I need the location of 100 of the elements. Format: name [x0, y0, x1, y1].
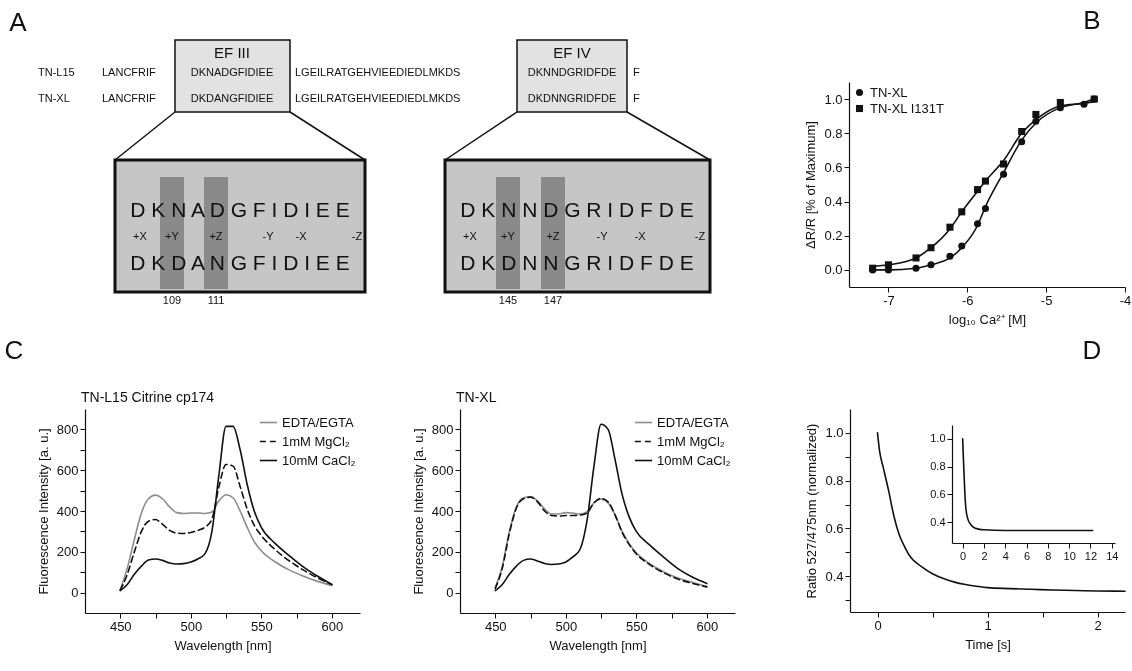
text: F	[633, 65, 640, 78]
legend-label: TN-XL	[870, 84, 908, 100]
x-axis-title: Wavelength [nm]	[549, 637, 647, 653]
line-series	[961, 438, 1094, 532]
x-tick-label: 550	[250, 618, 273, 634]
text: TN-L15	[38, 65, 75, 78]
text: +X	[463, 229, 477, 242]
text: +X	[133, 229, 147, 242]
y-tick-label: 0.2	[824, 228, 843, 244]
text: DKDANGFIDIEE	[190, 91, 274, 104]
y-tick-label: 0.4	[930, 515, 946, 528]
line-series	[876, 432, 1126, 593]
text: F	[633, 91, 640, 104]
text: -Y	[596, 229, 608, 242]
y-tick-label: 0.6	[824, 159, 843, 175]
legend-label: 10mM CaCl₂	[282, 452, 356, 468]
x-tick-label: 0	[960, 549, 967, 562]
x-tick-label: -5	[1040, 292, 1053, 308]
x-axis-title: Time [s]	[965, 636, 1011, 652]
chart-title: TN-L15 Citrine cp174	[81, 389, 215, 405]
text: LANCFRIF	[102, 65, 156, 78]
text: -Z	[351, 229, 363, 242]
text: -X	[295, 229, 307, 242]
text: D K D A N G F I D I E E	[130, 250, 350, 274]
y-tick-label: 0.6	[825, 520, 844, 536]
text: +Z	[209, 229, 223, 242]
text: D K N A D G F I D I E E	[130, 197, 350, 221]
x-tick-label: 1	[984, 617, 992, 633]
x-tick-label: 4	[1002, 549, 1009, 562]
y-tick-label: 0.8	[930, 460, 946, 473]
legend-label: 1mM MgCl₂	[282, 433, 350, 449]
y-tick-label: 800	[56, 421, 79, 437]
x-tick-label: 8	[1045, 549, 1052, 562]
x-tick-label: 0	[874, 617, 882, 633]
text: +Y	[501, 229, 515, 242]
text: -Y	[262, 229, 274, 242]
text: C	[4, 335, 24, 365]
text: D K D N N G R I D F D E	[460, 250, 694, 274]
x-tick-label: -6	[962, 292, 974, 308]
y-tick-label: 800	[431, 421, 454, 437]
x-tick-label: 10	[1063, 549, 1076, 562]
y-tick-label: 200	[56, 544, 79, 560]
text: B	[1083, 5, 1101, 35]
x-tick-label: 550	[625, 618, 648, 634]
x-tick-label: 600	[696, 618, 719, 634]
text: LGEILRATGEHVIEEDIEDLMKDS	[295, 91, 461, 104]
y-tick-label: 0.6	[930, 487, 946, 500]
text: D K N N D G R I D F D E	[460, 197, 694, 221]
y-tick-label: 1.0	[930, 432, 946, 445]
text: 111	[207, 293, 225, 306]
text: -Z	[694, 229, 706, 242]
text: 109	[162, 293, 182, 306]
y-axis-title: ΔR/R [% of Maximum]	[803, 121, 819, 249]
text: A	[9, 7, 27, 37]
line-series	[119, 493, 333, 591]
y-tick-label: 400	[56, 503, 79, 519]
x-tick-label: -4	[1119, 292, 1132, 308]
legend-label: EDTA/EGTA	[282, 414, 355, 430]
text: DKNNDGRIDFDE	[527, 65, 617, 78]
y-tick-label: 400	[431, 503, 454, 519]
text: +Z	[546, 229, 560, 242]
y-tick-label: 1.0	[824, 91, 843, 107]
x-tick-label: 2	[981, 549, 988, 562]
y-tick-label: 0.8	[825, 473, 844, 489]
text: 145	[498, 293, 518, 306]
text: EF IV	[553, 43, 591, 61]
x-tick-label: 500	[555, 618, 578, 634]
legend-label: EDTA/EGTA	[657, 414, 730, 430]
y-tick-label: 1.0	[825, 425, 844, 441]
y-axis-title: Ratio 527/475nm (normalized)	[804, 423, 820, 599]
x-tick-label: 12	[1084, 549, 1098, 562]
text: LANCFRIF	[102, 91, 156, 104]
y-tick-label: 0.4	[825, 568, 844, 584]
y-tick-label: 0	[71, 585, 79, 601]
text: DKNADGFIDIEE	[190, 65, 274, 78]
y-tick-label: 600	[431, 462, 454, 478]
text: TN-XL	[38, 91, 70, 104]
y-tick-label: 0.4	[824, 194, 843, 210]
x-tick-label: -7	[883, 292, 895, 308]
text: LGEILRATGEHVIEEDIEDLMKDS	[295, 65, 461, 78]
chart-title: TN-XL	[456, 389, 497, 405]
y-tick-label: 600	[56, 462, 79, 478]
y-tick-label: 200	[431, 544, 454, 560]
x-axis-title: log₁₀ Ca²⁺ [M]	[948, 311, 1027, 327]
y-tick-label: 0	[446, 585, 454, 601]
text: DKDNNGRIDFDE	[527, 91, 617, 104]
x-tick-label: 2	[1094, 617, 1102, 633]
x-axis-title: Wavelength [nm]	[174, 637, 272, 653]
legend-label: 10mM CaCl₂	[657, 452, 731, 468]
y-tick-label: 0.0	[824, 262, 843, 278]
y-axis-title: Fluorescence Intensity [a. u.]	[35, 428, 51, 595]
x-tick-label: 450	[109, 618, 132, 634]
x-tick-label: 450	[484, 618, 507, 634]
text: +Y	[165, 229, 179, 242]
x-tick-label: 600	[321, 618, 344, 634]
x-tick-label: 500	[180, 618, 203, 634]
legend-label: TN-XL I131T	[870, 100, 944, 116]
point	[1032, 110, 1040, 118]
x-tick-label: 6	[1024, 549, 1031, 562]
y-axis-title: Fluorescence Intensity [a. u.]	[410, 428, 426, 595]
